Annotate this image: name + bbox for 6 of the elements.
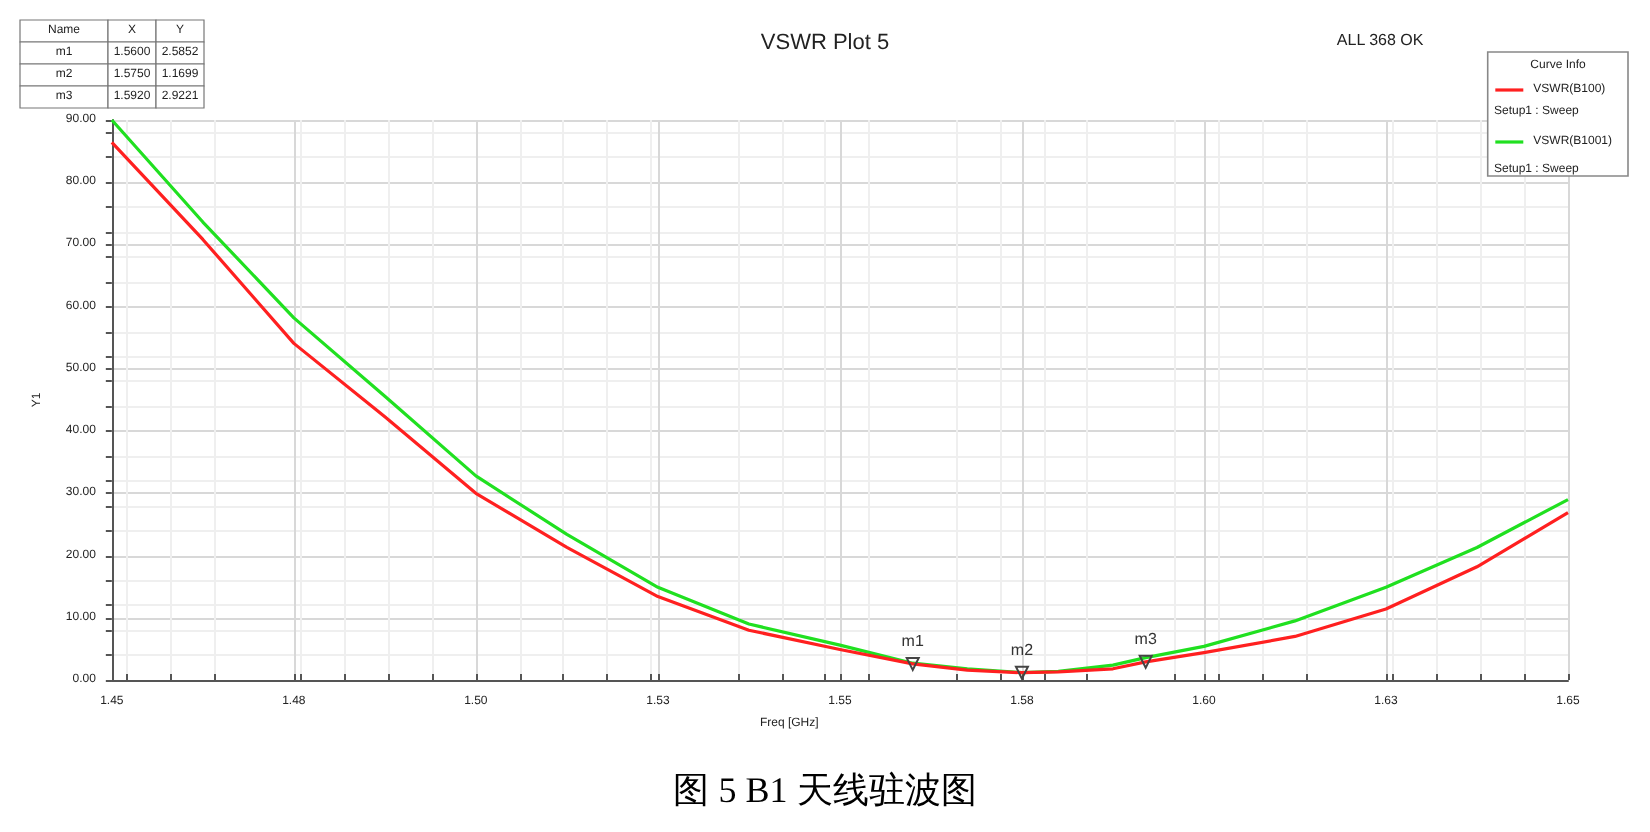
annotation: m2: [1010, 640, 1035, 659]
caption: 图 5 B1 天线驻波图: [673, 770, 977, 810]
annotation: m1: [901, 631, 925, 650]
annotation: m3: [1134, 629, 1158, 648]
text: ALL 368 OK: [1336, 31, 1425, 49]
chart-title: VSWR Plot 5: [760, 31, 890, 55]
